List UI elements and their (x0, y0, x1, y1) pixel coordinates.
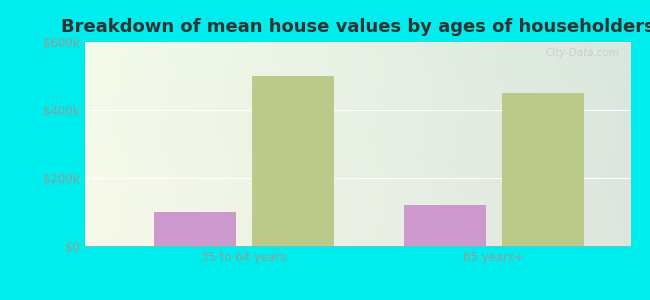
Bar (252, 76, 334, 246)
Bar (404, 205, 486, 246)
Bar (153, 212, 235, 246)
Title: Breakdown of mean house values by ages of householders: Breakdown of mean house values by ages o… (60, 18, 650, 36)
Text: City-Data.com: City-Data.com (545, 48, 619, 58)
Bar (502, 93, 584, 246)
